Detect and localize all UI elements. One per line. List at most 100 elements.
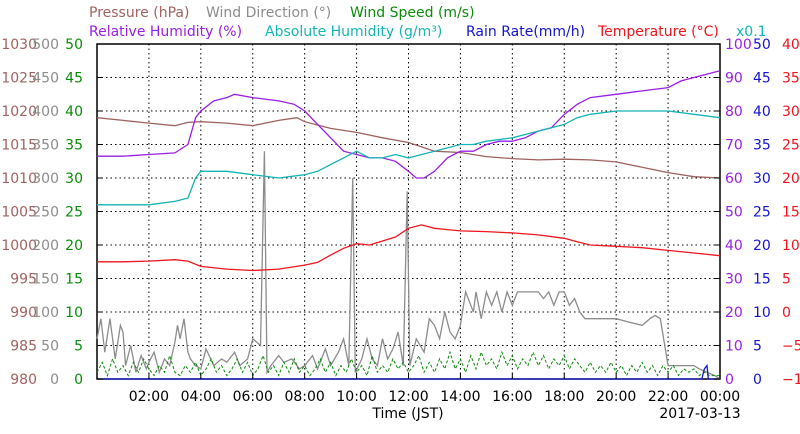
y-tick-label: −10: [782, 372, 800, 388]
y-tick-label: 20: [753, 238, 771, 254]
y-tick-label: 30: [753, 171, 771, 187]
y-tick-label: 50: [725, 205, 743, 221]
y-tick-label: 35: [753, 138, 771, 154]
right-axes: 0102030405060708090100051015202530354045…: [714, 37, 800, 388]
series-line: [96, 350, 720, 378]
x-tick-label: 20:00: [596, 389, 636, 405]
x-tick-label: 04:00: [181, 389, 221, 405]
y-tick-label: 30: [782, 104, 800, 120]
y-tick-label: 0: [782, 305, 791, 321]
y-tick-label: 10: [782, 238, 800, 254]
series-line: [97, 224, 721, 272]
y-tick-label: 25: [753, 205, 771, 221]
legend-text: Relative Humidity (%): [89, 24, 242, 40]
legend-text: Temperature (°C): [597, 24, 719, 40]
y-tick-label: 35: [782, 71, 800, 87]
x-tick-label: 12:00: [388, 389, 428, 405]
y-tick-label: 300: [32, 171, 59, 187]
y-tick-label: 1030: [1, 37, 37, 53]
y-tick-label: 50: [41, 339, 59, 355]
x-tick-label: 16:00: [492, 389, 532, 405]
y-tick-label: 25: [782, 138, 800, 154]
x-axis: 02:00 04:00 06:00 08:00 10:00 12:00 14:00 16:00…: [129, 373, 740, 405]
y-tick-label: 100: [32, 305, 59, 321]
y-tick-label: 40: [782, 37, 800, 53]
y-tick-label: 450: [32, 71, 59, 87]
y-tick-label: 30: [65, 171, 83, 187]
x-tick-label: 00:00: [700, 389, 740, 405]
y-tick-label: 5: [74, 339, 83, 355]
left-axes: 9809859909951000100510101015102010251030…: [1, 37, 103, 388]
y-tick-label: 500: [32, 37, 59, 53]
legend-text: Rain Rate(mm/h): [466, 24, 585, 40]
y-tick-label: 1000: [1, 238, 37, 254]
series-line: [97, 70, 721, 179]
y-tick-label: 400: [32, 104, 59, 120]
legend-text: Wind Speed (m/s): [350, 5, 475, 21]
y-tick-label: 1005: [1, 205, 37, 221]
grid-lines: [97, 44, 720, 379]
y-tick-label: 25: [65, 205, 83, 221]
y-tick-label: 10: [753, 305, 771, 321]
y-tick-label: 20: [782, 171, 800, 187]
y-tick-label: 40: [753, 104, 771, 120]
y-tick-label: 100: [725, 37, 752, 53]
y-tick-label: 30: [725, 272, 743, 288]
y-tick-label: 40: [65, 104, 83, 120]
x-tick-label: 02:00: [129, 389, 169, 405]
y-tick-label: 1025: [1, 71, 37, 87]
y-tick-label: 40: [725, 238, 743, 254]
y-tick-label: −5: [782, 339, 800, 355]
y-tick-label: 15: [753, 272, 771, 288]
y-tick-label: 250: [32, 205, 59, 221]
legend-text: x0.1: [736, 24, 767, 40]
y-tick-label: 990: [10, 305, 37, 321]
y-tick-label: 5: [753, 339, 762, 355]
x-tick-label: 08:00: [284, 389, 324, 405]
date-label: 2017-03-13: [659, 406, 740, 422]
header-legend: Pressure (hPa) Wind Direction (°) Wind Spe…: [89, 5, 767, 40]
y-tick-label: 1015: [1, 138, 37, 154]
x-tick-label: 22:00: [648, 389, 688, 405]
y-tick-label: 50: [753, 37, 771, 53]
series-line: [96, 117, 721, 179]
y-tick-label: 1010: [1, 171, 37, 187]
y-tick-label: 995: [10, 272, 37, 288]
y-tick-label: 90: [725, 71, 743, 87]
series-line: [96, 151, 721, 380]
y-tick-label: 0: [725, 372, 734, 388]
y-tick-label: 50: [65, 37, 83, 53]
x-tick-label: 10:00: [336, 389, 376, 405]
y-tick-label: 20: [65, 238, 83, 254]
y-tick-label: 150: [32, 272, 59, 288]
y-tick-label: 10: [725, 339, 743, 355]
y-tick-label: 60: [725, 171, 743, 187]
y-tick-label: 70: [725, 138, 743, 154]
y-tick-label: 0: [753, 372, 762, 388]
y-tick-label: 15: [782, 205, 800, 221]
y-tick-label: 350: [32, 138, 59, 154]
y-tick-label: 20: [725, 305, 743, 321]
y-tick-label: 45: [753, 71, 771, 87]
series-line: [97, 110, 721, 206]
legend-text: Pressure (hPa): [89, 5, 189, 21]
y-tick-label: 45: [65, 71, 83, 87]
legend-text: Absolute Humidity (g/m³): [265, 24, 442, 40]
x-tick-label: 18:00: [544, 389, 584, 405]
y-tick-label: 0: [74, 372, 83, 388]
y-tick-label: 35: [65, 138, 83, 154]
y-tick-label: 985: [10, 339, 37, 355]
x-axis-label: Time (JST): [371, 406, 443, 422]
series-line: [97, 363, 720, 380]
series-group: [96, 70, 721, 380]
y-tick-label: 980: [10, 372, 37, 388]
y-tick-label: 80: [725, 104, 743, 120]
y-tick-label: 1020: [1, 104, 37, 120]
y-tick-label: 15: [65, 272, 83, 288]
x-tick-label: 06:00: [233, 389, 273, 405]
y-tick-label: 10: [65, 305, 83, 321]
y-tick-label: 200: [32, 238, 59, 254]
legend-text: Wind Direction (°): [206, 5, 331, 21]
y-tick-label: 5: [782, 272, 791, 288]
